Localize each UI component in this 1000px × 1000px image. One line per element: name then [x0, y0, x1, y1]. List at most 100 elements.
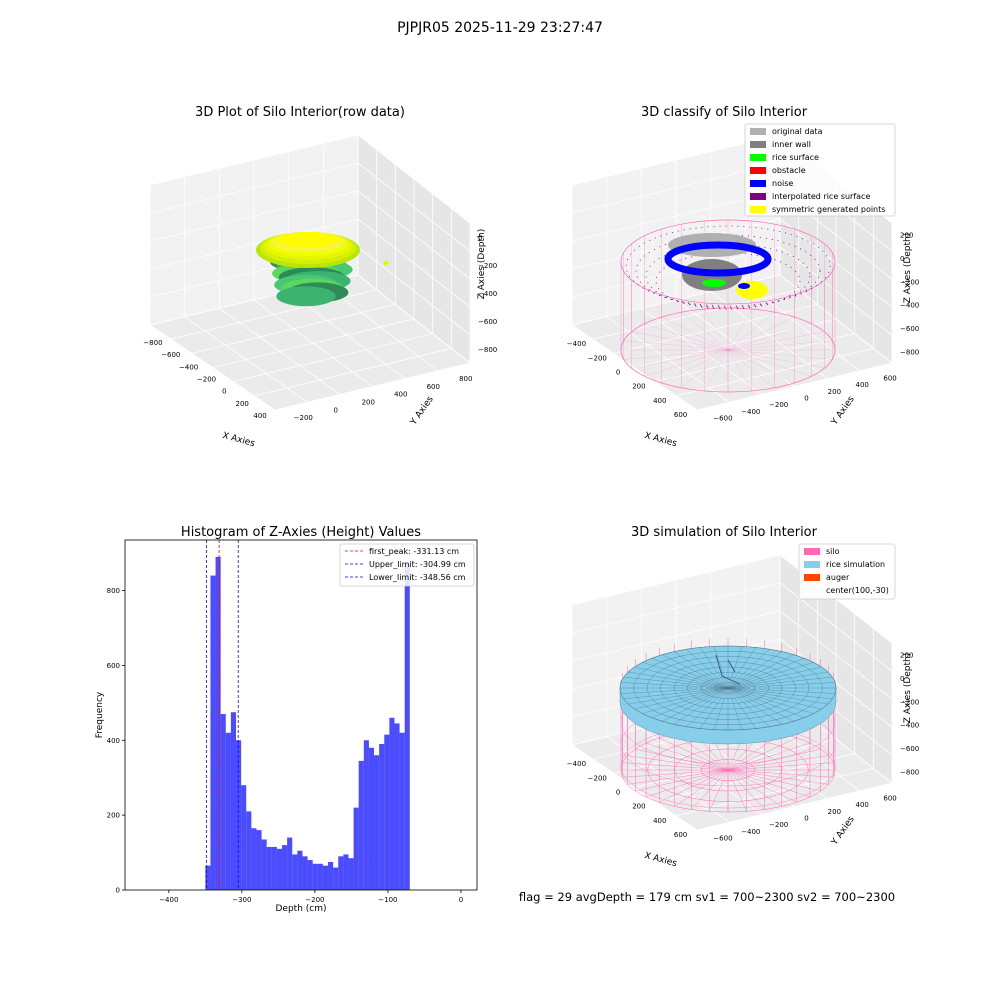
z-axis-label: Z Axies (Depth): [903, 653, 913, 724]
mesh-spoke: [628, 687, 729, 705]
y-tick-label: 800: [107, 587, 120, 595]
mesh-spoke: [634, 687, 729, 710]
silo-spoke: [727, 317, 795, 351]
y-tick-label: −200: [769, 821, 788, 829]
legend-label: auger: [826, 573, 850, 582]
silo-spoke: [727, 769, 811, 798]
mesh-spoke: [727, 687, 770, 727]
mesh-spoke: [623, 687, 729, 700]
bar: [307, 860, 313, 890]
legend-swatch: [750, 128, 766, 135]
bar: [251, 828, 257, 890]
y-tick-label: −600: [713, 835, 732, 843]
mesh-spoke: [642, 687, 729, 714]
data-point: [664, 241, 772, 277]
figure-footer: flag = 29 avgDepth = 179 cm sv1 = 700~23…: [519, 890, 895, 904]
silo-spoke: [727, 349, 752, 392]
x-tick-label: 0: [459, 896, 463, 904]
silo-spoke: [661, 317, 729, 351]
silo-spoke: [727, 331, 825, 351]
y-tick-label: 400: [394, 391, 407, 399]
y-tick-label: 200: [828, 388, 841, 396]
x-tick-label: 200: [236, 400, 249, 408]
silo-spoke: [623, 349, 729, 360]
axes-3d-box: [149, 134, 471, 411]
mesh-spoke: [713, 646, 729, 689]
bar: [246, 811, 252, 890]
z-tick-label: 0: [900, 255, 904, 263]
mesh-spoke: [673, 687, 729, 725]
bar: [363, 740, 369, 890]
y-tick-labels: 0 200 400 600 800: [107, 587, 125, 895]
y-tick-label: 400: [107, 737, 120, 745]
silo-spoke: [681, 312, 729, 351]
legend-label: noise: [772, 179, 793, 188]
bar: [384, 734, 390, 890]
grid-line: [779, 246, 893, 336]
silo-spoke: [727, 349, 833, 360]
chart-title: 3D simulation of Silo Interior: [631, 525, 818, 540]
y-tick-label: 0: [804, 815, 808, 823]
point-cloud: [256, 232, 389, 307]
bar: [328, 861, 334, 890]
x-tick-label: 400: [653, 397, 666, 405]
x-tick-label: −400: [567, 340, 586, 348]
silo-spoke: [727, 769, 797, 803]
mesh-spoke: [662, 687, 729, 722]
silo-spoke: [691, 769, 729, 810]
x-tick-label: −400: [159, 896, 178, 904]
chart-title: 3D Plot of Silo Interior(row data): [195, 105, 405, 120]
silo-wireframe: [620, 219, 836, 393]
silo-spoke: [727, 762, 834, 771]
bar: [389, 717, 395, 890]
silo-spoke: [727, 349, 825, 369]
grid-line: [779, 274, 893, 364]
mesh-spoke: [642, 662, 729, 689]
z-tick-label: 0: [478, 234, 482, 242]
legend-label: Upper_limit: -304.99 cm: [369, 560, 466, 569]
bar: [312, 863, 318, 890]
mesh-spoke: [727, 687, 805, 718]
grid-line: [571, 554, 781, 606]
y-tick-label: 400: [856, 381, 869, 389]
y-tick-label: 200: [362, 398, 375, 406]
legend: silo rice simulation auger center(100,-30): [798, 543, 896, 600]
mesh-spoke: [673, 651, 729, 689]
mesh-spoke: [651, 658, 729, 689]
legend-swatch: [750, 206, 766, 213]
silo-spoke: [627, 769, 729, 785]
z-tick-label: −600: [478, 318, 497, 326]
panel-simulation-3d: 3D simulation of Silo Interior −400 −200 0…: [567, 525, 919, 869]
x-tick-label: −800: [143, 339, 162, 347]
grid-line: [254, 347, 452, 397]
mesh-spoke: [713, 687, 729, 730]
silo-spoke: [727, 349, 775, 388]
y-tick-label: −400: [741, 828, 760, 836]
data-point: [383, 260, 389, 266]
y-tick-label: 600: [427, 383, 440, 391]
x-tick-label: −200: [197, 376, 216, 384]
silo-spoke: [727, 742, 811, 771]
mesh-spoke: [727, 666, 822, 689]
bar: [358, 760, 364, 890]
silo-spoke: [622, 762, 729, 771]
grid-line: [696, 362, 893, 411]
silo-spoke: [727, 737, 797, 771]
mesh-spoke: [628, 671, 729, 689]
panel-histogram: Histogram of Z-Axies (Height) Values −40…: [95, 525, 478, 914]
mesh-spoke: [727, 662, 814, 689]
z-axis-label: Z Axies (Depth): [903, 233, 913, 304]
bar: [205, 865, 211, 890]
grid-line: [571, 246, 781, 298]
y-tick-label: 600: [107, 662, 120, 670]
legend-label: rice surface: [772, 153, 819, 162]
z-tick-label: −600: [900, 325, 919, 333]
legend-label: obstacle: [772, 166, 806, 175]
bar: [271, 846, 277, 890]
bar: [261, 839, 267, 890]
grid-line: [149, 162, 359, 214]
data-point: [645, 243, 811, 309]
legend-label: silo: [826, 547, 840, 556]
mesh-spoke: [727, 687, 794, 722]
